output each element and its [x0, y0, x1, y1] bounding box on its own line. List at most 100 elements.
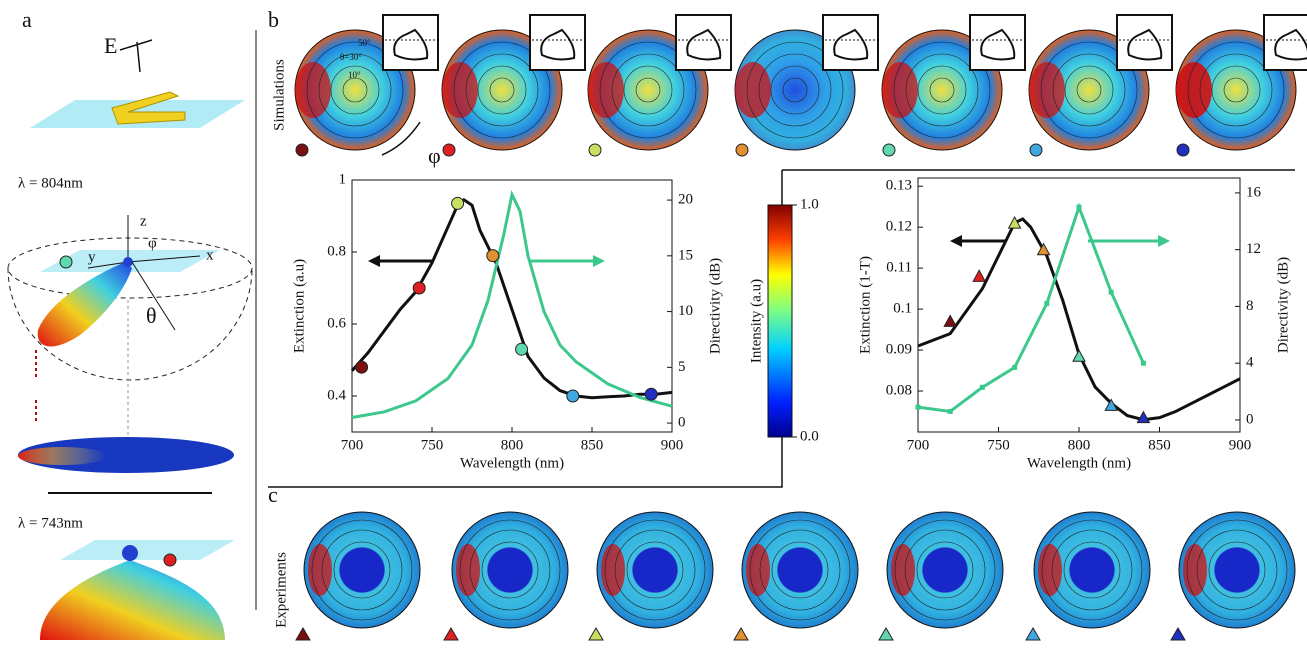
data-line	[352, 200, 672, 398]
plane	[60, 540, 235, 560]
y-tick-label: 0.8	[327, 243, 346, 259]
ring-label: 10°	[348, 70, 361, 80]
arrow-head	[368, 255, 380, 267]
colorbar-tick-label: 1.0	[800, 196, 819, 212]
angle-label: θ	[146, 303, 157, 328]
exp-marker	[879, 628, 893, 640]
hotspot	[1029, 62, 1065, 118]
sim-marker	[589, 144, 601, 156]
data-point	[452, 197, 464, 209]
data-point	[980, 385, 985, 390]
x-tick-label: 850	[581, 437, 604, 453]
axis-label: x	[206, 247, 214, 263]
field-label: E	[104, 33, 117, 58]
data-point	[1077, 205, 1082, 210]
hotspot	[891, 544, 915, 596]
y-tick-label: 0.4	[327, 387, 346, 403]
x-axis-label: Wavelength (nm)	[1027, 455, 1131, 471]
exp-marker	[444, 628, 458, 640]
y-axis-label: Extinction (1-T)	[857, 256, 873, 354]
x-tick-label: 850	[1148, 437, 1171, 453]
data-point	[944, 315, 956, 326]
panel-label: c	[268, 482, 278, 507]
data-point	[916, 405, 921, 410]
inset	[1117, 15, 1172, 70]
row-label: Simulations	[271, 59, 287, 131]
hotspot	[1183, 544, 1207, 596]
axis-label: y	[88, 249, 96, 265]
y2-tick-label: 20	[678, 192, 693, 208]
hotspot	[601, 544, 625, 596]
data-point	[516, 343, 528, 355]
hotspot	[735, 62, 771, 118]
y-tick-label: 0.09	[886, 342, 912, 358]
rotation-label: φ	[428, 143, 441, 168]
wavelength: λ = 804nm	[18, 175, 83, 191]
inset	[530, 15, 585, 70]
y2-tick-label: 12	[1246, 241, 1261, 257]
arrow-head	[950, 235, 962, 247]
colorbar: Intensity (a.u)	[748, 205, 792, 437]
data-point	[1044, 301, 1049, 306]
data-point	[645, 388, 657, 400]
exp-marker	[589, 628, 603, 640]
sim-marker	[883, 144, 895, 156]
colorbar-scale	[768, 205, 792, 437]
y2-tick-label: 4	[1246, 355, 1254, 371]
marker	[60, 256, 72, 268]
exp-marker	[1171, 628, 1185, 640]
y2-tick-label: 0	[1246, 411, 1254, 427]
y2-tick-label: 8	[1246, 298, 1254, 314]
colorbar-tick-label: 0.0	[800, 428, 819, 444]
exp-marker	[734, 628, 748, 640]
exp-marker	[1026, 628, 1040, 640]
panel-a: a E λ = 804nm z y x φ θ λ = 743nm	[8, 7, 252, 640]
y2-axis-label: Directivity (dB)	[707, 258, 723, 354]
data-point	[1073, 350, 1085, 361]
y-axis-label: Extinction (a.u)	[291, 259, 307, 353]
data-line	[918, 219, 1240, 420]
inset	[1264, 15, 1307, 70]
exp-marker	[296, 628, 310, 640]
data-point	[1109, 290, 1114, 295]
hotspot	[1038, 544, 1062, 596]
arrow-head	[593, 255, 605, 267]
y-tick-label: 0.1	[893, 301, 912, 317]
y-tick-label: 0.6	[327, 315, 346, 331]
data-point	[1141, 361, 1146, 366]
x-tick-label: 750	[421, 437, 444, 453]
angle-label: φ	[148, 235, 157, 251]
inset	[383, 15, 438, 70]
data-line	[918, 207, 1143, 411]
sim-marker	[443, 144, 455, 156]
hotspot	[588, 62, 624, 118]
y-tick-label: 0.13	[886, 178, 912, 194]
sim-marker	[1177, 144, 1189, 156]
data-point	[487, 250, 499, 262]
panel-label: b	[268, 7, 279, 32]
y2-tick-label: 0	[678, 415, 686, 431]
ring-label: 50°	[358, 38, 371, 48]
x-axis-label: Wavelength (nm)	[460, 455, 564, 471]
inset	[970, 15, 1025, 70]
lobe	[38, 262, 132, 346]
data-point	[948, 409, 953, 414]
data-point	[973, 270, 985, 281]
y2-tick-label: 5	[678, 359, 686, 375]
field-arrows	[120, 40, 152, 72]
particle	[122, 545, 138, 561]
sim-marker	[1030, 144, 1042, 156]
x-tick-label: 750	[987, 437, 1010, 453]
x-tick-label: 700	[907, 437, 930, 453]
colorbar-label: Intensity (a.u)	[748, 279, 764, 363]
panel-label: a	[22, 7, 32, 32]
data-point	[413, 282, 425, 294]
y-tick-label: 0.08	[886, 382, 912, 398]
wavelength: λ = 743nm	[18, 515, 83, 531]
hotspot	[295, 62, 331, 118]
particle	[123, 257, 133, 267]
plot-frame	[918, 178, 1240, 432]
y2-axis-label: Directivity (dB)	[1275, 257, 1291, 353]
inset	[676, 15, 731, 70]
sim-marker	[296, 144, 308, 156]
